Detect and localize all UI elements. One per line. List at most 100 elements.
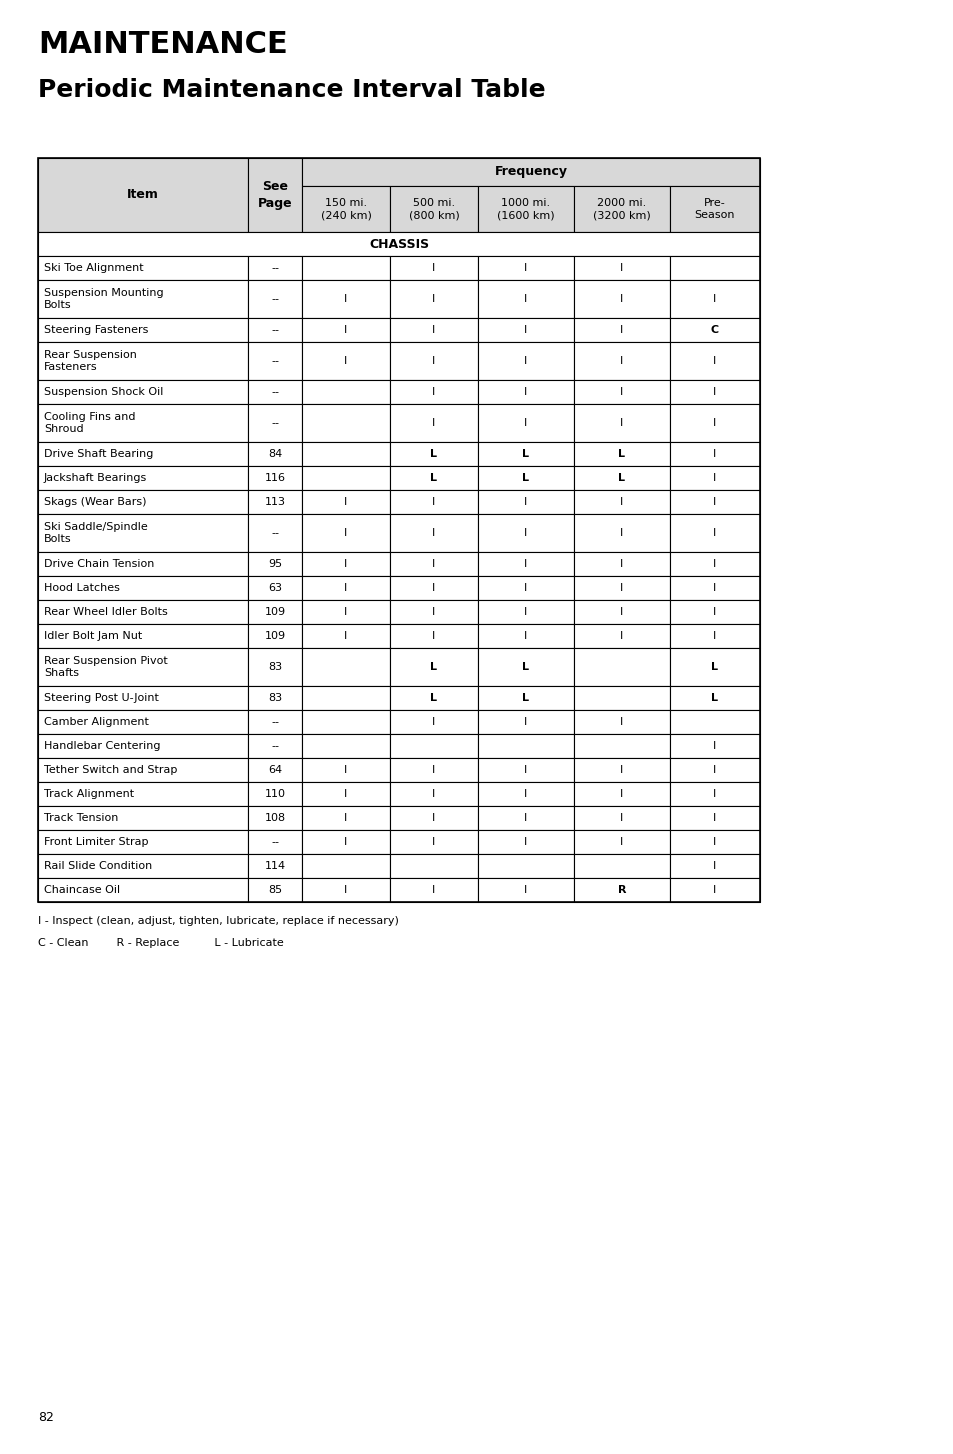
Text: L: L [522,473,529,483]
Text: --: -- [271,356,278,366]
Text: I: I [713,790,716,800]
Text: Jackshaft Bearings: Jackshaft Bearings [44,473,147,483]
Bar [477,256,574,281]
Bar [390,515,477,553]
Bar [574,553,669,576]
Text: Pre-
Season: Pre- Season [694,198,735,220]
Bar [669,576,760,601]
Text: Drive Shaft Bearing: Drive Shaft Bearing [44,449,153,459]
Text: --: -- [271,838,278,848]
Text: I: I [524,631,527,641]
Bar [390,576,477,601]
Text: 83: 83 [268,662,282,672]
Bar [574,878,669,901]
Bar [390,281,477,318]
Bar [574,490,669,515]
Bar [38,648,248,686]
Bar [477,281,574,318]
Text: L: L [522,694,529,702]
Bar [302,442,390,465]
Bar [574,379,669,404]
Text: Track Tension: Track Tension [44,813,118,823]
Text: Hood Latches: Hood Latches [44,583,120,593]
Text: I: I [619,813,623,823]
Text: Idler Bolt Jam Nut: Idler Bolt Jam Nut [44,631,142,641]
Bar [574,686,669,710]
Bar [38,281,248,318]
Text: 113: 113 [264,497,285,507]
Bar [669,601,760,624]
Bar [38,830,248,853]
Text: I: I [344,838,347,848]
Bar [302,281,390,318]
Bar [477,782,574,806]
Text: --: -- [271,387,278,397]
Bar [248,515,302,553]
Text: L: L [711,694,718,702]
Bar [477,490,574,515]
Bar [302,758,390,782]
Bar [302,256,390,281]
Text: L: L [522,449,529,459]
Bar [302,342,390,379]
Bar [302,806,390,830]
Text: I: I [344,558,347,569]
Text: I: I [432,263,436,273]
Bar [477,442,574,465]
Bar [477,648,574,686]
Text: I: I [344,356,347,366]
Text: Item: Item [127,189,159,202]
Text: I: I [344,583,347,593]
Bar [390,758,477,782]
Bar [390,318,477,342]
Text: Tether Switch and Strap: Tether Switch and Strap [44,765,177,775]
Bar [248,648,302,686]
Bar [669,442,760,465]
Bar [669,878,760,901]
Bar [302,648,390,686]
Bar [574,465,669,490]
Text: I: I [432,583,436,593]
Bar [302,686,390,710]
Bar [669,734,760,758]
Bar [248,465,302,490]
Text: 82: 82 [38,1410,53,1423]
Text: Camber Alignment: Camber Alignment [44,717,149,727]
Bar [390,490,477,515]
Bar [574,648,669,686]
Bar [574,442,669,465]
Bar [38,233,760,256]
Bar [248,404,302,442]
Text: 114: 114 [264,861,285,871]
Text: I: I [524,263,527,273]
Text: --: -- [271,294,278,304]
Bar [38,490,248,515]
Text: Ski Toe Alignment: Ski Toe Alignment [44,263,144,273]
Bar [574,404,669,442]
Text: I: I [713,417,716,427]
Bar [248,686,302,710]
Text: Ski Saddle/Spindle
Bolts: Ski Saddle/Spindle Bolts [44,522,148,544]
Bar [248,342,302,379]
Text: I: I [619,583,623,593]
Bar [574,758,669,782]
Bar [302,624,390,648]
Text: I: I [524,417,527,427]
Text: I: I [619,387,623,397]
Text: I: I [713,583,716,593]
Text: I: I [432,885,436,896]
Bar [302,710,390,734]
Text: I - Inspect (clean, adjust, tighten, lubricate, replace if necessary): I - Inspect (clean, adjust, tighten, lub… [38,916,398,926]
Text: Handlebar Centering: Handlebar Centering [44,742,160,752]
Text: 64: 64 [268,765,282,775]
Bar [248,318,302,342]
Text: L: L [430,662,437,672]
Bar [38,379,248,404]
Text: --: -- [271,528,278,538]
Text: --: -- [271,742,278,752]
Text: I: I [432,631,436,641]
Bar [669,404,760,442]
Bar [38,734,248,758]
Bar [477,342,574,379]
Text: I: I [432,765,436,775]
